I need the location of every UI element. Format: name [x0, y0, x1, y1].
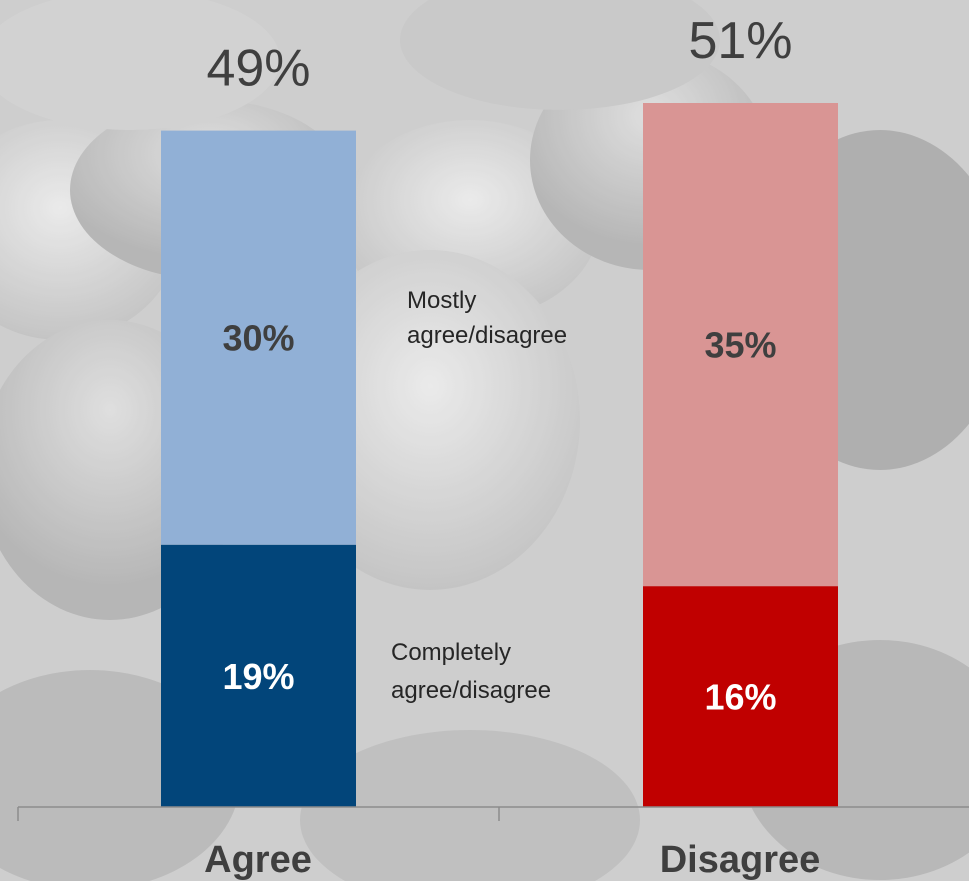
bar-agree-completely [161, 544, 356, 807]
bar-agree-mostly [161, 130, 356, 545]
total-label-agree: 49% [206, 40, 310, 98]
segment-label-agree-mostly: 30% [222, 318, 294, 359]
segment-label-agree-completely: 19% [222, 656, 294, 697]
category-label-agree: Agree [204, 839, 312, 881]
bar-disagree-mostly [643, 103, 838, 587]
labels-layer: 19% 30% 49% Agree 16% 35% 51% Disagree [204, 12, 820, 881]
legend-mostly-line2: agree/disagree [407, 322, 567, 349]
legend-completely-line1: Completely [391, 639, 511, 666]
legend-mostly-line1: Mostly [407, 287, 476, 314]
bars-layer [161, 103, 838, 807]
category-label-disagree: Disagree [660, 839, 821, 881]
segment-label-disagree-mostly: 35% [704, 325, 776, 366]
x-axis [17, 806, 969, 821]
legend-completely-line2: agree/disagree [391, 677, 551, 704]
segment-label-disagree-completely: 16% [704, 677, 776, 718]
total-label-disagree: 51% [688, 12, 792, 70]
bar-disagree-completely [643, 586, 838, 807]
